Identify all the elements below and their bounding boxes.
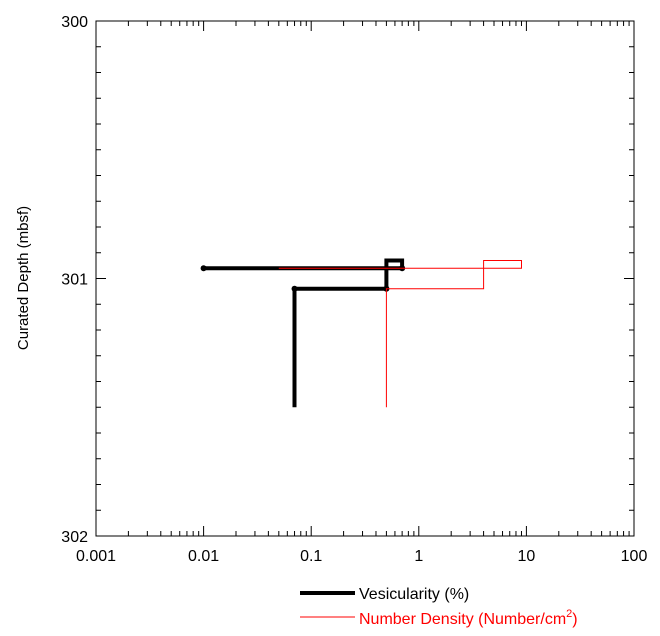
legend: Vesicularity (%) Number Density (Number/… bbox=[300, 586, 578, 628]
x-axis-ticks: 0.001 0.01 0.1 1 10 100 bbox=[76, 21, 647, 565]
plot-frame bbox=[95, 20, 635, 537]
vesicularity-point bbox=[291, 285, 298, 292]
y-axis-ticks: 300 301 302 bbox=[61, 14, 634, 546]
y-tick-label: 300 bbox=[61, 14, 88, 31]
y-axis-title: Curated Depth (mbsf) bbox=[15, 206, 32, 350]
x-tick-label: 0.1 bbox=[300, 548, 322, 565]
series-layer bbox=[200, 258, 522, 408]
x-tick-label: 1 bbox=[414, 548, 423, 565]
vesicularity-point bbox=[200, 265, 207, 272]
minor-ticks bbox=[96, 20, 634, 537]
x-tick-label: 100 bbox=[621, 548, 648, 565]
x-tick-label: 0.01 bbox=[188, 548, 219, 565]
y-tick-label: 301 bbox=[61, 272, 88, 289]
legend-label-vesicularity: Vesicularity (%) bbox=[359, 586, 469, 603]
legend-superscript: 2 bbox=[566, 608, 572, 620]
legend-label-number-density: Number Density (Number/cm2) bbox=[359, 608, 578, 628]
y-tick-label: 302 bbox=[61, 529, 88, 546]
vesicularity-line bbox=[203, 258, 405, 408]
number-density-line bbox=[278, 260, 522, 408]
x-tick-label: 0.001 bbox=[76, 548, 116, 565]
x-tick-label: 10 bbox=[518, 548, 536, 565]
